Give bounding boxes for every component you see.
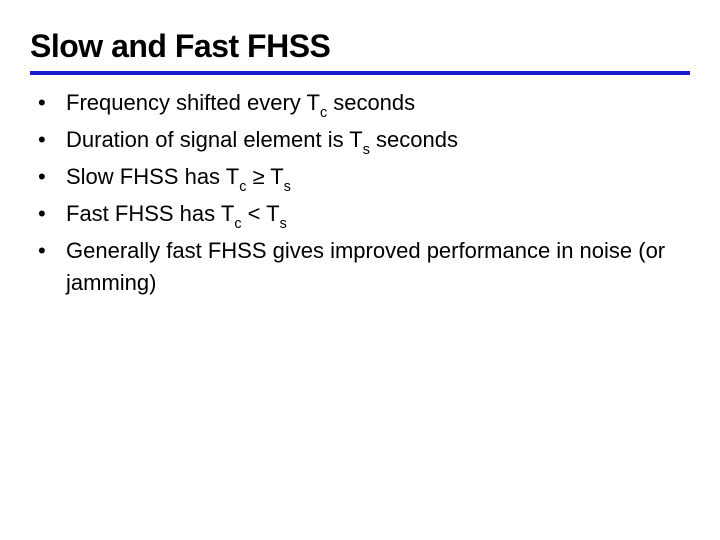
bullet-marker-icon: • [38,235,66,267]
list-item: • Generally fast FHSS gives improved per… [38,235,690,299]
slide-title: Slow and Fast FHSS [30,28,690,65]
bullet-marker-icon: • [38,198,66,230]
bullet-text: Fast FHSS has Tc < Ts [66,198,690,233]
bullet-text: Slow FHSS has Tc ≥ Ts [66,161,690,196]
bullet-text: Duration of signal element is Ts seconds [66,124,690,159]
bullet-marker-icon: • [38,87,66,119]
bullet-text: Frequency shifted every Tc seconds [66,87,690,122]
bullet-marker-icon: • [38,161,66,193]
bullet-marker-icon: • [38,124,66,156]
title-divider [30,71,690,75]
list-item: • Fast FHSS has Tc < Ts [38,198,690,233]
list-item: • Frequency shifted every Tc seconds [38,87,690,122]
bullet-list: • Frequency shifted every Tc seconds • D… [30,87,690,299]
list-item: • Slow FHSS has Tc ≥ Ts [38,161,690,196]
list-item: • Duration of signal element is Ts secon… [38,124,690,159]
bullet-text: Generally fast FHSS gives improved perfo… [66,235,690,299]
